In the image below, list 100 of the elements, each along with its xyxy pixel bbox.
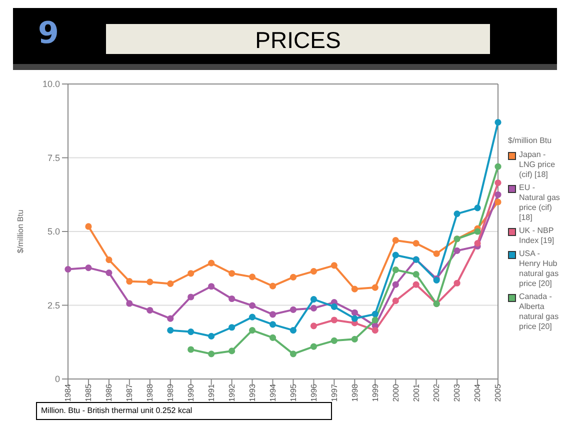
point (351, 309, 358, 316)
x-tick-label: 1986 (104, 383, 114, 402)
point (188, 328, 194, 336)
point (310, 296, 318, 303)
point (330, 316, 338, 324)
y-tick-label: 5.0 (47, 226, 60, 237)
point (208, 283, 215, 290)
chart-title: PRICES (106, 24, 490, 54)
x-tick-label: 1992 (227, 383, 236, 402)
point (126, 300, 133, 307)
point (228, 295, 236, 302)
point (494, 198, 502, 206)
point (454, 247, 460, 254)
point (269, 334, 276, 341)
point (310, 268, 318, 275)
point (494, 119, 502, 126)
point (208, 332, 215, 340)
x-tick-label: 1985 (84, 383, 94, 402)
point (412, 270, 420, 278)
point (412, 240, 420, 247)
point (310, 343, 318, 350)
legend-label: UK - NBP Index [19] (519, 226, 556, 246)
y-axis-title: $/million Btu (16, 210, 25, 254)
x-tick-label: 1984 (64, 383, 73, 402)
point (372, 310, 378, 318)
point (248, 302, 256, 309)
point (208, 350, 215, 358)
point (146, 278, 154, 286)
x-tick-label: 1998 (350, 383, 360, 402)
x-tick-label: 1996 (309, 383, 318, 402)
point (494, 163, 502, 170)
y-tick-label: 7.5 (47, 152, 60, 163)
legend-title: $/million Btu (508, 136, 553, 146)
point (248, 314, 256, 320)
point (248, 274, 256, 280)
point (392, 266, 399, 274)
point (269, 321, 276, 328)
point (372, 316, 378, 324)
point (454, 210, 460, 218)
x-tick-label: 1994 (268, 383, 278, 402)
legend-label: EU - Natural gas price (cif) [18] (519, 183, 560, 223)
point (412, 281, 420, 288)
point (64, 266, 72, 273)
point (269, 311, 276, 318)
point (372, 284, 378, 291)
y-tick-label: 2.5 (47, 300, 60, 310)
point (330, 337, 338, 344)
x-tick-label: 1989 (166, 383, 176, 402)
point (392, 298, 399, 304)
point (290, 274, 297, 281)
point (474, 204, 481, 212)
point (290, 327, 297, 334)
point (167, 327, 174, 334)
x-tick-label: 2002 (432, 383, 442, 402)
point (351, 286, 358, 292)
point (269, 282, 276, 290)
point (494, 180, 502, 186)
point (351, 336, 358, 342)
text: Million. Btu - British thermal unit 0.252 kcal (36, 402, 332, 420)
point (290, 306, 297, 313)
point (228, 324, 236, 331)
point (188, 346, 194, 353)
point (106, 256, 112, 264)
point (188, 294, 194, 300)
point (392, 281, 399, 288)
point (228, 348, 236, 354)
point (167, 315, 174, 322)
x-tick-label: 1995 (288, 383, 298, 402)
point (454, 280, 460, 286)
point (310, 322, 318, 330)
point (392, 237, 399, 244)
point (188, 270, 194, 277)
point (474, 240, 481, 247)
x-tick-label: 1987 (125, 383, 134, 402)
point (248, 327, 256, 334)
point (85, 223, 92, 230)
point (372, 327, 378, 334)
legend-label: USA - Henry Hub natural gas price [20] (519, 249, 560, 289)
x-tick-label: 2003 (452, 383, 462, 402)
point (433, 250, 440, 257)
point (392, 252, 399, 258)
point (146, 306, 154, 314)
point (228, 270, 236, 277)
x-tick-label: 1990 (186, 383, 196, 402)
x-tick-label: 2005 (494, 383, 503, 402)
point (290, 350, 297, 358)
point (494, 191, 502, 198)
point (85, 264, 92, 272)
point (330, 262, 338, 269)
point (167, 280, 174, 288)
x-tick-label: 2004 (473, 383, 482, 402)
x-tick-label: 1997 (330, 383, 339, 402)
point (330, 303, 338, 310)
text: 9 (38, 16, 59, 51)
legend-label: Canada - Alberta natural gas price [20] (519, 292, 560, 332)
x-tick-label: 1999 (370, 383, 380, 402)
x-tick-label: 2001 (412, 383, 421, 402)
point (126, 278, 133, 285)
y-tick-label: 0 (54, 374, 60, 384)
point (474, 228, 481, 235)
